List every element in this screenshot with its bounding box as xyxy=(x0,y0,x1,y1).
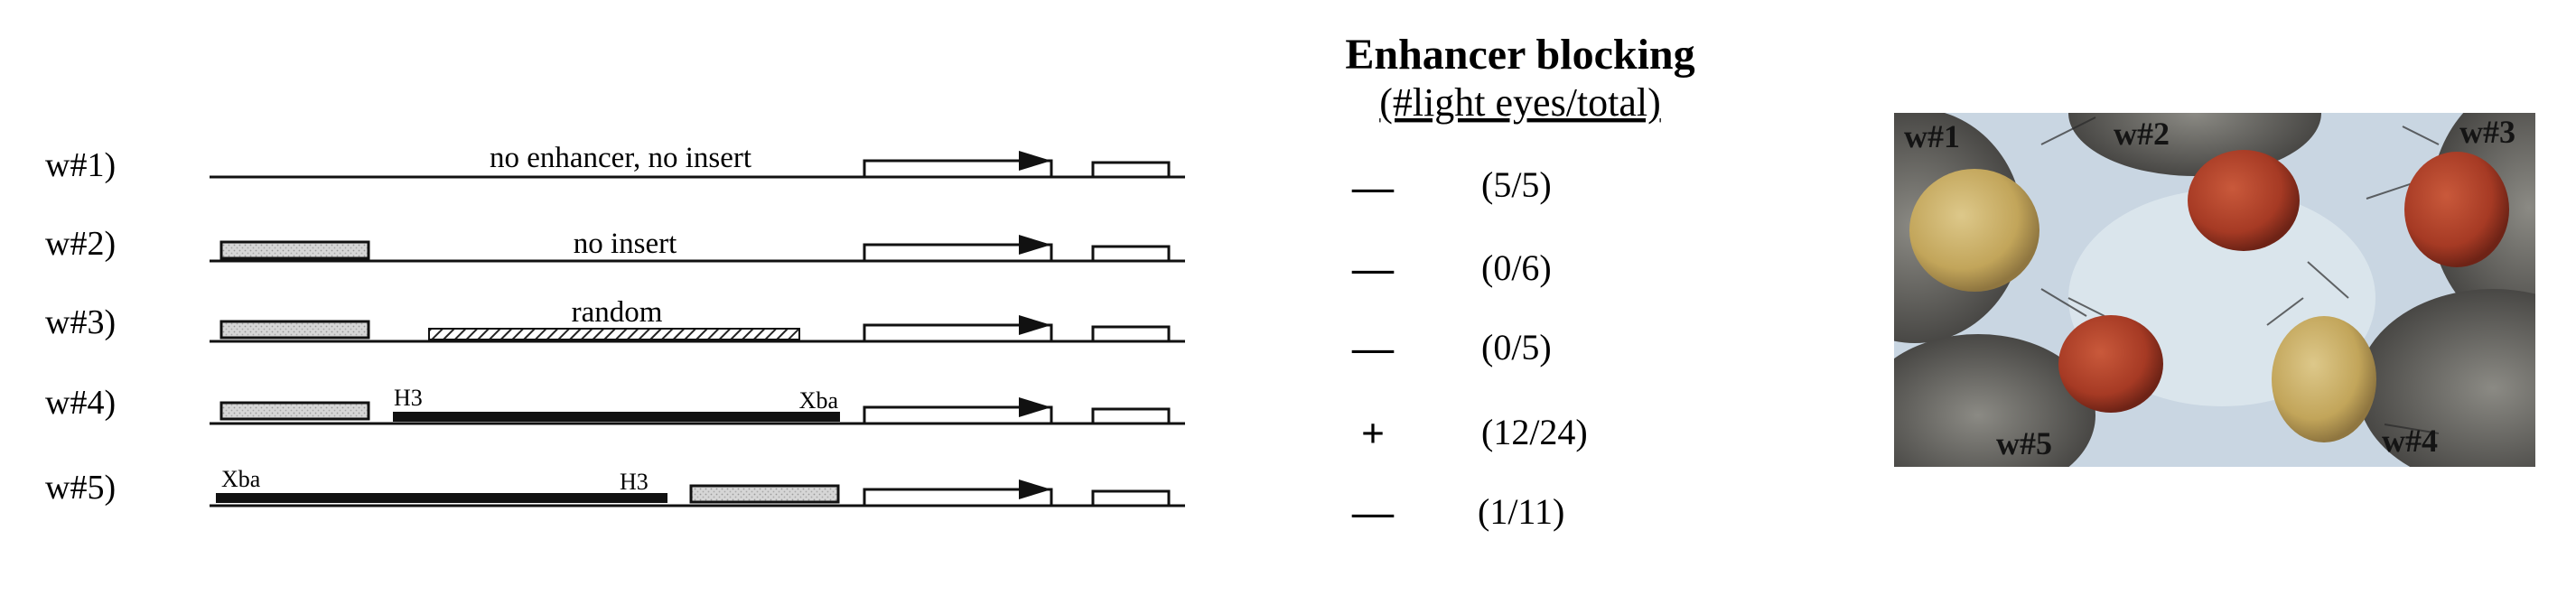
result-symbol: — xyxy=(1351,324,1395,370)
result-ratio: (12/24) xyxy=(1481,412,1588,452)
row-label: w#4) xyxy=(45,384,116,422)
fly-eye-light xyxy=(2272,316,2376,442)
fly-label: w#5 xyxy=(1996,425,2052,461)
fly-eye-light xyxy=(1909,169,2039,292)
construct-row-3: w#3) random xyxy=(45,296,1185,343)
row-label: w#3) xyxy=(45,303,116,341)
results-title: Enhancer blocking xyxy=(1345,31,1694,79)
random-insert-box xyxy=(428,328,800,340)
transcription-arrow xyxy=(1019,151,1051,171)
site-label-left: Xba xyxy=(221,466,261,492)
result-symbol: — xyxy=(1351,489,1395,535)
fly-eye-red xyxy=(2188,150,2300,251)
white-gene-box xyxy=(863,159,1053,179)
result-symbol: — xyxy=(1351,163,1395,209)
site-label-left: H3 xyxy=(394,385,423,411)
enhancer-box xyxy=(219,320,370,340)
result-symbol: — xyxy=(1351,245,1395,291)
result-ratio: (0/6) xyxy=(1481,247,1552,288)
exon-box xyxy=(1091,245,1171,263)
site-label-right: H3 xyxy=(620,469,649,495)
insert-box xyxy=(216,493,667,503)
result-ratio: (5/5) xyxy=(1481,164,1552,205)
site-label-right: Xba xyxy=(799,387,839,414)
construct-note: no insert xyxy=(574,228,677,260)
construct-row-4: w#4) H3 Xba xyxy=(45,384,1185,425)
transcription-arrow xyxy=(1019,397,1051,417)
exon-box xyxy=(1091,325,1171,343)
fly-label: w#3 xyxy=(2459,114,2515,150)
enhancer-box xyxy=(219,240,370,260)
construct-note: random xyxy=(572,296,663,329)
result-row-2: — (0/6) xyxy=(1351,245,1552,291)
construct-row-2: w#2) no insert xyxy=(45,225,1185,263)
construct-note: no enhancer, no insert xyxy=(490,142,751,174)
insert-box xyxy=(393,412,840,422)
result-row-5: — (1/11) xyxy=(1351,489,1564,535)
transcription-arrow xyxy=(1019,479,1051,499)
white-gene-box xyxy=(863,243,1053,263)
row-label: w#1) xyxy=(45,146,116,184)
exon-box xyxy=(1091,161,1171,179)
results-subtitle: (#light eyes/total) xyxy=(1379,80,1661,125)
result-row-1: — (5/5) xyxy=(1351,163,1552,209)
result-ratio: (0/5) xyxy=(1481,327,1552,368)
transcription-arrow xyxy=(1019,235,1051,255)
exon-box xyxy=(1091,489,1171,507)
fly-eye-red xyxy=(2404,152,2509,267)
fly-label: w#1 xyxy=(1904,118,1960,154)
fly-label: w#2 xyxy=(2114,116,2170,152)
enhancer-box xyxy=(689,484,840,504)
construct-row-5: w#5) Xba H3 xyxy=(45,466,1185,507)
transcription-arrow xyxy=(1019,315,1051,335)
white-gene-box xyxy=(863,323,1053,343)
fly-label: w#4 xyxy=(2382,423,2438,459)
white-gene-box xyxy=(863,488,1053,507)
fly-eye-photo: w#1 w#2 w#3 w#5 w#4 xyxy=(1894,113,2535,467)
result-ratio: (1/11) xyxy=(1478,491,1564,532)
row-label: w#2) xyxy=(45,225,116,263)
result-row-4: + (12/24) xyxy=(1361,410,1588,456)
result-row-3: — (0/5) xyxy=(1351,324,1552,370)
white-gene-box xyxy=(863,405,1053,425)
exon-box xyxy=(1091,407,1171,425)
construct-row-1: w#1) no enhancer, no insert xyxy=(45,142,1185,184)
enhancer-box xyxy=(219,401,370,421)
result-symbol: + xyxy=(1361,410,1385,456)
row-label: w#5) xyxy=(45,469,116,507)
results-header: Enhancer blocking (#light eyes/total) xyxy=(1345,31,1694,125)
fly-eye-red xyxy=(2058,315,2163,413)
